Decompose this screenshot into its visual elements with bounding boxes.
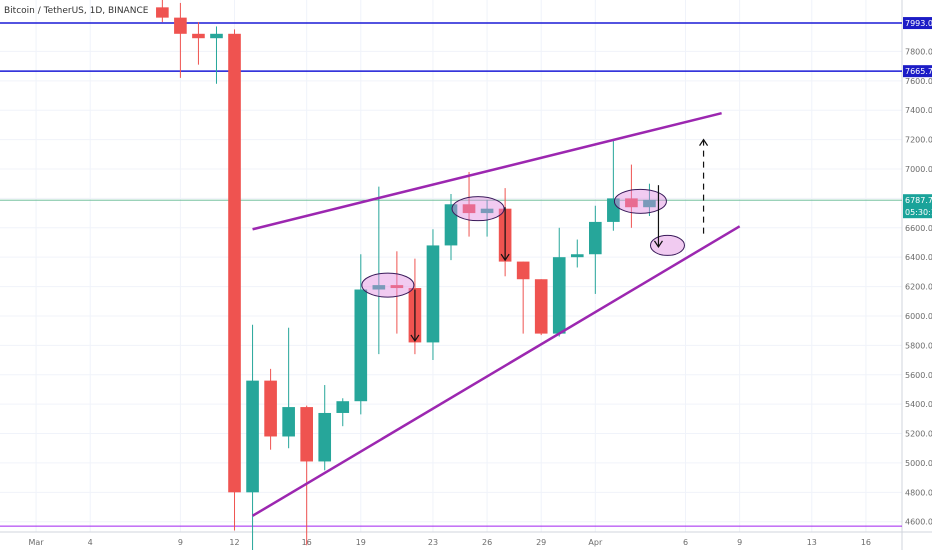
candle-body-up <box>336 401 350 413</box>
y-tick-label: 7200.00 <box>905 136 932 145</box>
y-tick-label: 5600.00 <box>905 371 932 380</box>
y-tick-label: 6200.00 <box>905 283 932 292</box>
dashed-up-arrow-head <box>699 138 709 146</box>
x-tick-label: 26 <box>482 538 492 547</box>
candle-body-up <box>318 412 332 462</box>
y-tick-label: 7000.00 <box>905 165 932 174</box>
candle-body-up <box>210 33 223 39</box>
x-tick-label: 13 <box>807 538 817 547</box>
candle-body-down <box>625 198 638 208</box>
x-tick-label: 23 <box>428 538 438 547</box>
candle-body-down <box>300 407 313 462</box>
candle-body-down <box>228 33 241 493</box>
candle-body-down <box>516 261 530 280</box>
candle-body-down <box>264 380 277 437</box>
price-level-badge <box>903 65 932 78</box>
y-tick-label: 6000.00 <box>905 312 932 321</box>
y-tick-label: 6400.00 <box>905 253 932 262</box>
down-arrow-head <box>653 240 663 248</box>
x-tick-label: Apr <box>588 538 603 547</box>
x-tick-label: 6 <box>683 538 688 547</box>
candle-body-up <box>246 380 259 493</box>
candle-body-up <box>480 208 494 214</box>
trendline-lower <box>251 225 741 517</box>
candle-body-down <box>534 279 548 334</box>
candle-body-down <box>174 17 187 34</box>
y-tick-label: 4800.00 <box>905 488 932 497</box>
price-level-label: 7665.78 <box>905 67 932 76</box>
x-tick-label: 4 <box>88 538 93 547</box>
candle-body-up <box>607 198 620 222</box>
candle-body-up <box>570 254 584 258</box>
candle-body-up <box>372 285 386 290</box>
candle-body-up <box>589 221 602 255</box>
down-arrow-head <box>500 253 510 262</box>
candle-body-up <box>444 204 458 246</box>
down-arrow-head <box>410 334 420 343</box>
candle-body-down <box>390 285 404 289</box>
x-tick-label: 9 <box>178 538 183 547</box>
candle-body-up <box>552 257 566 334</box>
highlight-ellipse <box>613 188 667 214</box>
x-tick-label: 16 <box>861 538 871 547</box>
x-tick-label: 29 <box>536 538 546 547</box>
y-tick-label: 5800.00 <box>905 341 932 350</box>
highlight-ellipse <box>451 196 505 222</box>
chart-title: Bitcoin / TetherUS, 1D, BINANCE <box>4 6 149 16</box>
countdown-label: 05:30:19 <box>905 208 932 217</box>
price-level-badge <box>903 17 932 30</box>
candle-body-down <box>156 7 169 18</box>
highlight-ellipse <box>649 234 685 256</box>
candle-body-up <box>282 407 295 437</box>
candle-body-down <box>192 33 205 39</box>
y-tick-label: 6600.00 <box>905 224 932 233</box>
y-tick-label: 5400.00 <box>905 400 932 409</box>
x-tick-label: 19 <box>356 538 366 547</box>
y-tick-label: 4600.00 <box>905 518 932 527</box>
current-price-badge <box>903 194 932 219</box>
candle-body-up <box>354 289 368 402</box>
current-price-label: 6787.78 <box>905 196 932 205</box>
y-tick-label: 5000.00 <box>905 459 932 468</box>
y-tick-label: 5200.00 <box>905 430 932 439</box>
y-tick-label: 7600.00 <box>905 77 932 86</box>
candle-body-down <box>462 204 476 214</box>
candle-body-up <box>643 199 656 208</box>
x-tick-label: Mar <box>29 538 45 547</box>
trendline-upper <box>252 111 722 231</box>
y-tick-label: 7800.00 <box>905 47 932 56</box>
price-level-label: 7993.09 <box>905 19 932 28</box>
x-tick-label: 9 <box>737 538 742 547</box>
candle-body-up <box>426 245 440 343</box>
x-tick-label: 12 <box>229 538 239 547</box>
y-tick-label: 7400.00 <box>905 106 932 115</box>
highlight-ellipse <box>361 272 415 298</box>
